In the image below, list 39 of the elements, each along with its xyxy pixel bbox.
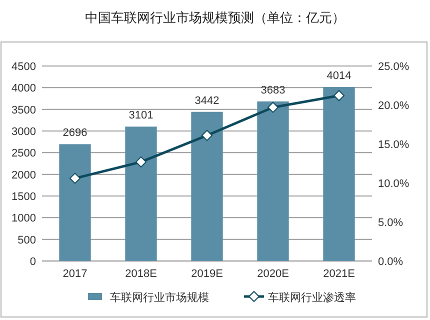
point: [136, 156, 146, 168]
bar: [323, 87, 355, 261]
data-label: 3683: [260, 84, 286, 96]
y-tick-label: 3500: [12, 104, 36, 116]
y-tick-label: 2000: [12, 169, 36, 182]
data-label: 2696: [62, 127, 88, 140]
legend-label: 车联网行业市场规模: [110, 291, 209, 304]
y2-tick-label: 0.0%: [378, 256, 404, 268]
bar: [125, 126, 157, 261]
y-tick-label: 2500: [12, 148, 36, 160]
x-tick-label: 2017: [62, 268, 88, 280]
bar: [59, 144, 91, 261]
point: [202, 130, 212, 141]
y2-tick-label: 10.0%: [378, 178, 410, 190]
chart-title: 中国车联网行业市场规模预测（单位：亿元）: [85, 10, 345, 25]
y-tick-label: 0: [30, 256, 36, 268]
point: [334, 90, 344, 102]
x-tick-label: 2019E: [191, 268, 223, 280]
y-tick-label: 4000: [12, 82, 36, 95]
y2-tick-label: 20.0%: [378, 100, 410, 112]
y2-tick-label: 15.0%: [378, 139, 410, 151]
y-tick-label: 500: [18, 234, 36, 246]
x-tick-label: 2021E: [323, 268, 355, 280]
point: [70, 172, 80, 184]
data-label: 4014: [326, 70, 352, 82]
y-tick-label: 1000: [12, 212, 36, 225]
y-tick-label: 1500: [12, 191, 36, 203]
x-tick-label: 2018E: [125, 268, 157, 280]
bar: [191, 112, 223, 261]
y-tick-label: 4500: [12, 61, 36, 73]
y-tick-label: 3000: [12, 126, 36, 138]
bar: [257, 101, 289, 261]
data-label: 3442: [194, 94, 220, 107]
data-label: 3101: [128, 110, 154, 122]
legend-label: 车联网行业渗透率: [268, 291, 356, 304]
y2-tick-label: 5.0%: [378, 217, 404, 229]
y2-tick-label: 25.0%: [378, 61, 410, 73]
x-tick-label: 2020E: [257, 268, 289, 280]
point: [268, 102, 278, 113]
